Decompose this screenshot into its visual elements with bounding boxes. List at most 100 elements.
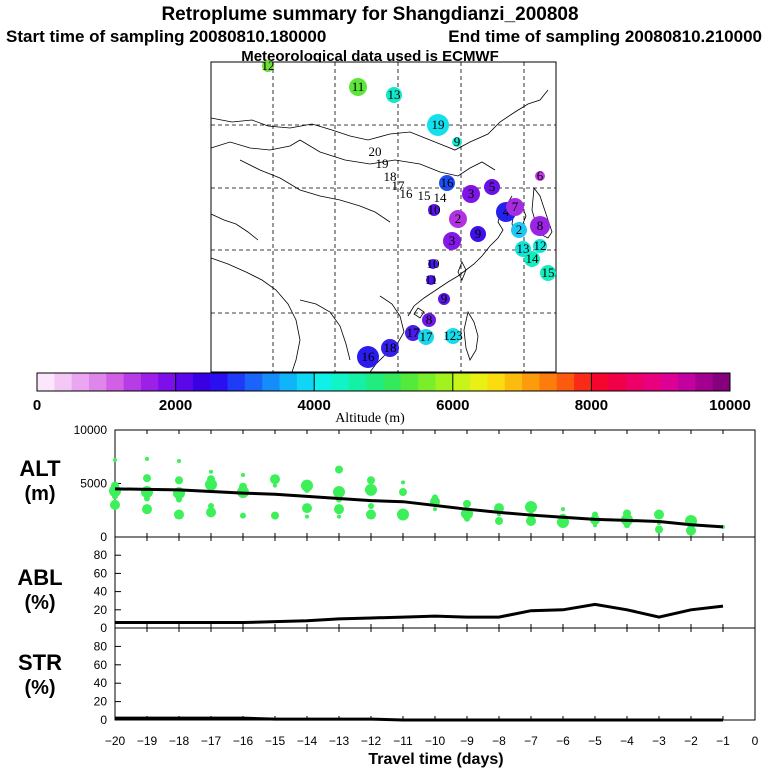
altitude-scatter-point [654, 509, 664, 520]
plume-day-number: 7 [512, 199, 519, 214]
plume-label: 17 [418, 329, 434, 345]
colorbar-swatch [158, 373, 177, 391]
plume-day-number: 19 [376, 156, 389, 171]
plume-marker [381, 339, 399, 357]
altitude-scatter-point [305, 514, 309, 519]
altitude-scatter-point [368, 502, 374, 509]
x-tick-label: −8 [492, 734, 506, 748]
y-tick-label: 80 [94, 548, 108, 562]
altitude-scatter-point [526, 515, 536, 526]
colorbar-swatch [348, 373, 367, 391]
altitude-scatter-point [241, 472, 245, 477]
altitude-scatter-point [142, 504, 152, 515]
plume-day-number: 15 [418, 188, 431, 203]
plume-label: 10 [427, 256, 440, 271]
colorbar-swatch [244, 373, 263, 391]
altitude-scatter-point [143, 474, 151, 483]
plume-label: 16 [400, 186, 414, 201]
colorbar-tick-label: 0 [33, 397, 41, 414]
plume-marker [449, 210, 467, 228]
plume-day-number: 6 [537, 168, 544, 183]
abl-panel: 80 60 40 20 0 [94, 536, 756, 635]
x-axis-label: Travel time (days) [368, 751, 503, 768]
plume-day-number: 10 [428, 202, 441, 217]
altitude-scatter-point [366, 509, 376, 520]
plume-marker [540, 265, 556, 281]
x-tick-label: −18 [169, 734, 190, 748]
plume-day-number: 16 [362, 349, 376, 364]
colorbar-tick-label: 10000 [709, 397, 751, 414]
plume-marker [439, 175, 455, 191]
altitude-scatter-point [397, 508, 409, 521]
y-tick-label: 40 [94, 676, 108, 690]
x-tick-label: −16 [233, 734, 254, 748]
str-panel-label-1: STR [18, 650, 62, 675]
altitude-scatter-point [367, 476, 375, 485]
plume-label: 9 [438, 291, 450, 306]
altitude-scatter-point [144, 495, 150, 502]
altitude-scatter-point [401, 480, 405, 485]
plume-label: 17 [405, 325, 421, 341]
colorbar-swatch [660, 373, 679, 391]
plume-day-number: 18 [384, 169, 397, 184]
altitude-scatter-point [240, 512, 246, 519]
colorbar-swatch [331, 373, 350, 391]
abl-series-line [115, 602, 724, 625]
x-tick-label: −19 [137, 734, 158, 748]
plume-label: 2 [449, 210, 467, 228]
philippines [463, 310, 479, 361]
x-tick-label: −11 [393, 734, 413, 748]
end-time-label: End time of sampling 20080810.210000 [448, 27, 762, 46]
altitude-scatter-point [399, 488, 407, 497]
plume-marker [418, 329, 434, 345]
colorbar-swatch [366, 373, 384, 391]
x-tick-label: −9 [460, 734, 474, 748]
plume-marker [357, 346, 379, 368]
y-tick-label: 80 [94, 639, 108, 653]
colorbar-swatch [314, 373, 333, 391]
met-data-label: Meteorological data used is ECMWF [241, 48, 499, 65]
plume-marker [428, 259, 438, 269]
x-tick-label: −2 [684, 734, 698, 748]
mongolia-china-border [299, 139, 496, 177]
colorbar-tick-label: 4000 [298, 397, 331, 414]
plume-day-number: 16 [441, 175, 455, 190]
plume-label: 18 [381, 339, 399, 357]
colorbar-swatch [591, 373, 610, 391]
colorbar-swatch [192, 373, 211, 391]
plume-marker [426, 275, 436, 285]
altitude-scatter-point [209, 469, 213, 474]
altitude-scatter-point [463, 499, 471, 508]
colorbar-swatch [262, 373, 281, 391]
x-tick-label: −10 [425, 734, 446, 748]
plume-label: 2 [511, 222, 527, 238]
x-tick-label: −5 [588, 734, 602, 748]
colorbar-swatch [626, 373, 644, 391]
plume-day-number: 20 [369, 144, 382, 159]
colorbar-tick-label: 8000 [575, 397, 608, 414]
colorbar-swatch [227, 373, 246, 391]
plume-marker [470, 226, 486, 242]
colorbar-swatch [435, 373, 454, 391]
altitude-scatter-point [561, 507, 565, 512]
altitude-scatter-point [334, 504, 344, 515]
altitude-scatter-point [208, 502, 214, 509]
colorbar-swatch [279, 373, 298, 391]
plume-day-number: 17 [392, 178, 406, 193]
altitude-scatter-point [525, 501, 537, 514]
colorbar-swatch [452, 373, 471, 391]
alt-panel: 10000 5000 0 [74, 423, 756, 544]
x-tick-label: −17 [201, 734, 222, 748]
plume-day-number: 15 [542, 265, 555, 280]
altitude-scatter-point [205, 478, 217, 491]
plume-marker [524, 251, 540, 267]
colorbar-swatch [504, 373, 523, 391]
x-tick-label: −3 [652, 734, 666, 748]
plume-label: 14 [434, 190, 448, 205]
altitude-scatter-point [494, 503, 504, 514]
colorbar-swatch [210, 373, 229, 391]
alt-panel-label-1: ALT [19, 456, 61, 481]
